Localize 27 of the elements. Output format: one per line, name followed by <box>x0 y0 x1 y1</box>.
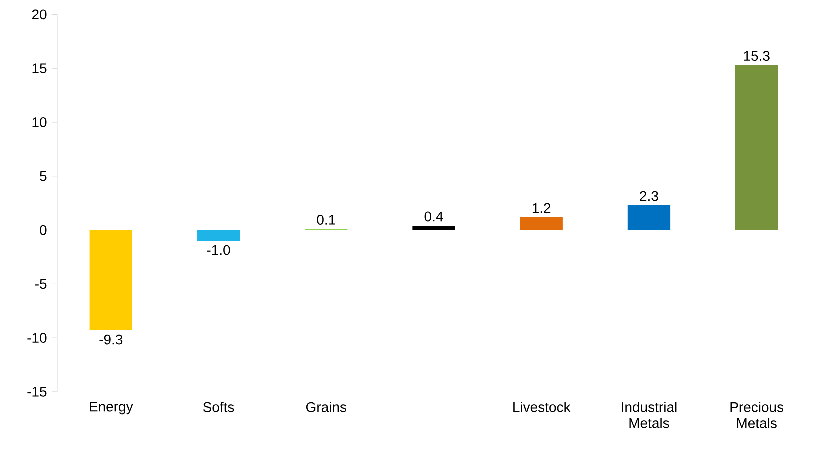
bar <box>520 217 563 230</box>
bar <box>90 230 132 331</box>
y-tick-label: -15 <box>28 387 47 397</box>
x-tick-label: Industrial Metals <box>622 402 677 428</box>
data-label: 15.3 <box>744 51 770 62</box>
data-label: 0.4 <box>424 212 444 222</box>
bar <box>412 226 456 230</box>
x-tick-label: Grains <box>306 402 346 412</box>
data-label: 2.3 <box>640 191 658 202</box>
x-tick-label: Livestock <box>514 402 571 412</box>
y-tick-label: 0 <box>40 225 47 236</box>
y-tick-label: 15 <box>32 64 47 74</box>
x-tick-label: Precious Metals <box>730 402 784 428</box>
y-tick-label: -5 <box>35 279 47 290</box>
y-tick-label: -10 <box>28 333 47 344</box>
data-label: 0.1 <box>317 215 336 225</box>
y-tick-label: 20 <box>32 10 47 20</box>
bar <box>197 230 240 242</box>
data-label: -9.3 <box>100 334 123 345</box>
x-tick-label: Energy <box>90 402 134 415</box>
data-label: 1.2 <box>532 203 551 214</box>
bar <box>628 205 671 230</box>
bar <box>736 65 778 230</box>
y-tick-label: 10 <box>32 118 47 128</box>
data-label: -1.0 <box>207 245 230 256</box>
x-tick-label: Softs <box>203 402 234 412</box>
y-tick-label: 5 <box>40 172 47 182</box>
